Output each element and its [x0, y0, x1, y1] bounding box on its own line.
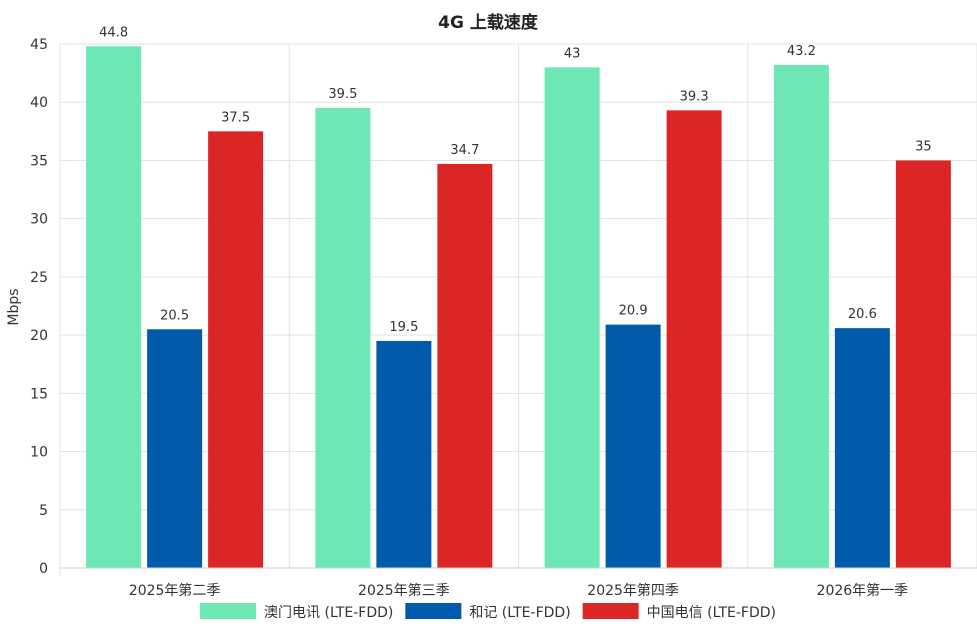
data-label: 39.3	[680, 89, 709, 104]
data-label: 39.5	[328, 87, 357, 102]
bar	[376, 340, 432, 568]
bar	[315, 108, 371, 569]
y-tick-label: 5	[39, 503, 48, 519]
y-tick-label: 35	[30, 153, 48, 169]
chart-title: 4G 上载速度	[438, 12, 539, 33]
legend-swatch	[582, 603, 639, 619]
bars-layer: 44.8 20.5 37.5 39.5 19.5 34.7 43 20.9 39.3 43.2 20…	[86, 25, 951, 569]
data-label: 43.2	[787, 44, 816, 59]
y-axis-title: Mbps	[6, 288, 22, 325]
data-label: 20.5	[160, 308, 189, 323]
bar	[437, 163, 493, 568]
legend-swatch	[405, 603, 462, 619]
legend-label: 中国电信 (LTE-FDD)	[647, 605, 776, 621]
bar	[773, 64, 829, 569]
bar	[544, 67, 600, 569]
axis-layer: 0 5 10 15 20 25 30 35 40 45 2025年第二季 2025年第三季 2025年第…	[30, 37, 977, 599]
y-tick-label: 15	[30, 386, 48, 402]
x-tick-label: 2025年第二季	[129, 582, 221, 599]
legend-swatch	[200, 603, 257, 619]
data-label: 43	[564, 46, 581, 61]
legend-item[interactable]: 和记 (LTE-FDD)	[405, 603, 571, 621]
data-label: 19.5	[389, 320, 418, 335]
legend: 澳门电讯 (LTE-FDD) 和记 (LTE-FDD) 中国电信 (LTE-FDD)	[200, 603, 776, 621]
x-tick-label: 2025年第三季	[358, 582, 450, 599]
data-label: 44.8	[99, 25, 128, 40]
y-tick-label: 45	[30, 37, 48, 53]
data-label: 20.9	[619, 304, 648, 319]
bar	[895, 160, 951, 568]
y-tick-label: 30	[30, 212, 48, 228]
data-label: 35	[915, 139, 932, 154]
bar	[208, 131, 264, 569]
y-tick-label: 25	[30, 270, 48, 286]
bar	[86, 46, 142, 569]
bar	[147, 329, 203, 568]
legend-label: 澳门电讯 (LTE-FDD)	[264, 605, 393, 621]
y-tick-label: 20	[30, 328, 48, 344]
bar	[605, 324, 661, 568]
x-tick-label: 2025年第四季	[587, 582, 679, 599]
bar	[834, 328, 890, 568]
data-label: 37.5	[221, 110, 250, 125]
data-label: 34.7	[450, 143, 479, 158]
y-tick-label: 0	[39, 561, 48, 577]
y-tick-label: 10	[30, 445, 48, 461]
legend-item[interactable]: 中国电信 (LTE-FDD)	[582, 603, 776, 621]
data-label: 20.6	[848, 307, 877, 322]
bar	[666, 110, 722, 568]
legend-item[interactable]: 澳门电讯 (LTE-FDD)	[200, 603, 393, 621]
y-tick-label: 40	[30, 95, 48, 111]
x-tick-label: 2026年第一季	[817, 582, 909, 599]
legend-label: 和记 (LTE-FDD)	[469, 605, 570, 621]
